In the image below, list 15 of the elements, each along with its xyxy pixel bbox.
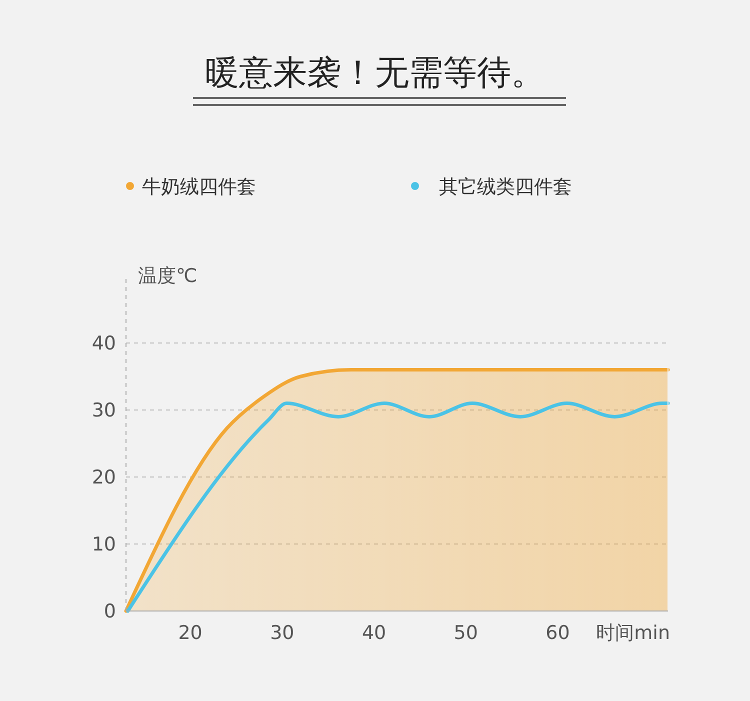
- y-tick-label: 30: [92, 400, 116, 422]
- x-tick-label: 60: [546, 622, 570, 644]
- legend-label: 其它绒类四件套: [439, 176, 572, 198]
- y-tick-label: 10: [92, 534, 116, 556]
- y-tick-label: 40: [92, 332, 116, 355]
- y-tick-label: 0: [104, 600, 116, 623]
- y-axis-title: 温度℃: [138, 265, 198, 287]
- x-tick-label: 30: [270, 622, 294, 644]
- x-tick-label: 50: [454, 622, 478, 644]
- legend-label: 牛奶绒四件套: [142, 176, 256, 198]
- y-tick-label: 20: [92, 466, 116, 489]
- chart-title: 暖意来袭！无需等待。: [205, 53, 545, 93]
- x-tick-label: 20: [178, 622, 202, 644]
- x-tick-label: 40: [362, 622, 386, 644]
- x-axis-title: 时间min: [596, 622, 670, 644]
